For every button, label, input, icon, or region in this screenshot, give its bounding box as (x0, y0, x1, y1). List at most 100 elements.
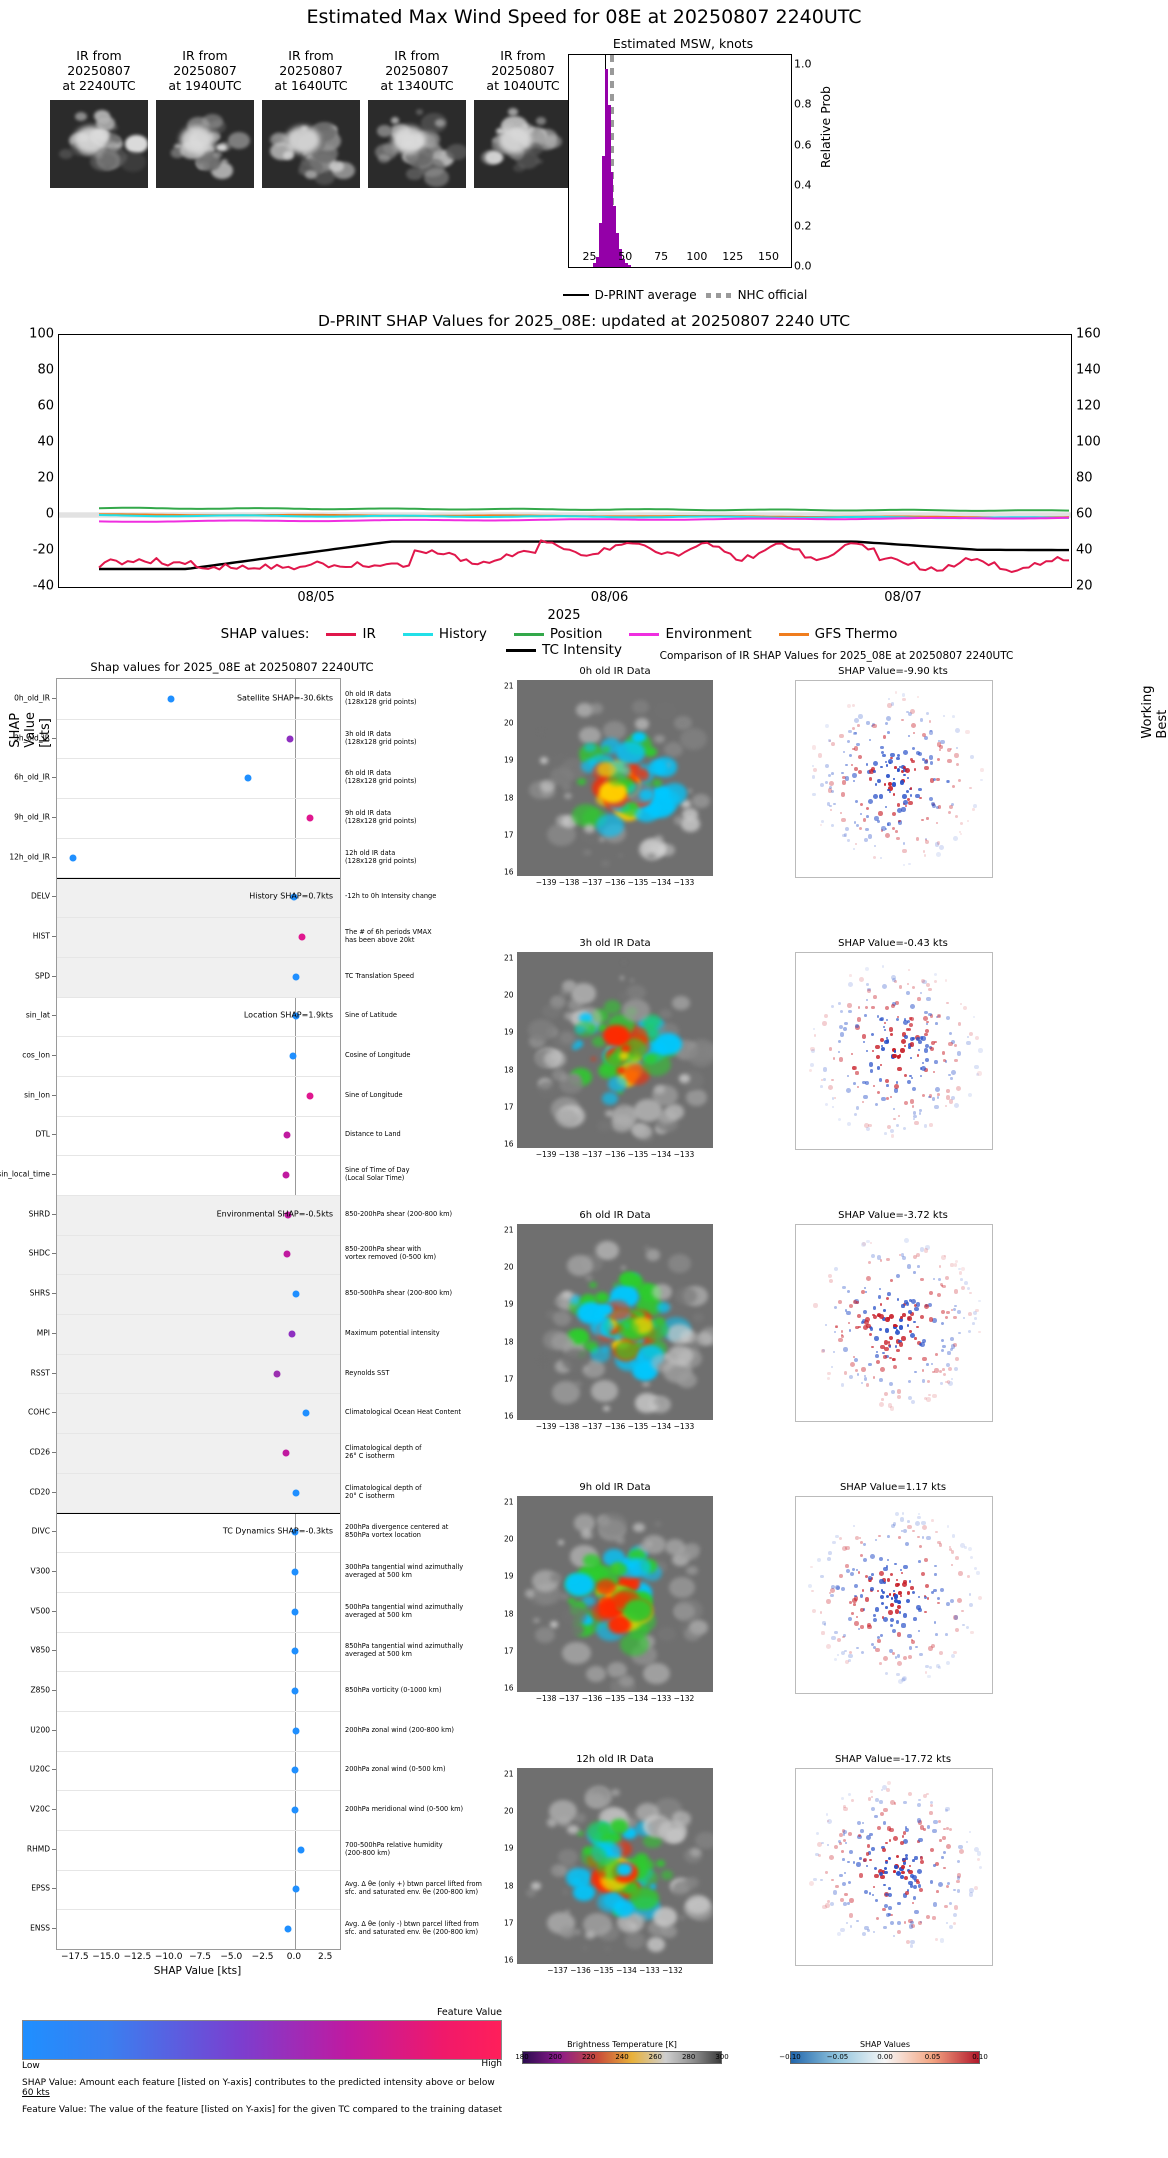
shap-pixel (853, 1355, 856, 1358)
shap-pixel (821, 1020, 827, 1026)
shap-pixel (972, 803, 977, 808)
shap-pixel (890, 1279, 893, 1282)
ir-cloud-blob (642, 1014, 662, 1030)
shap-pixel (932, 1916, 936, 1920)
shap-pixel (885, 1317, 890, 1322)
shap-pixel (939, 1938, 945, 1943)
shap-pixel (930, 1880, 934, 1884)
shap-pixel (850, 1052, 854, 1056)
timeseries-plot-area (58, 334, 1072, 588)
shap-pixel (950, 1377, 954, 1381)
shap-pixel (866, 1239, 870, 1243)
histogram-bar (593, 262, 597, 267)
shap-pixel (886, 1558, 889, 1562)
shap-pixel (882, 1578, 887, 1582)
timeseries-y2-tick-label: 80 (1076, 470, 1093, 486)
ir-cloud-blob (579, 1013, 592, 1023)
shap-pixel (908, 1356, 912, 1361)
shap-pixel (942, 1372, 947, 1377)
ir-cloud-blob (524, 1588, 536, 1598)
shap-pixel (878, 1078, 883, 1082)
shap-pixel (936, 741, 942, 747)
shap-pixel (868, 1061, 874, 1067)
shap-pixel (885, 1039, 890, 1044)
shap-pixel (869, 1858, 872, 1862)
shap-pixel (884, 1860, 888, 1864)
shap-pixel (940, 1321, 944, 1325)
ir-y-tick-label: 19 (504, 1843, 514, 1853)
ir-thumbnail-image (474, 100, 572, 188)
shap-pixel (892, 826, 896, 830)
shap-pixel (921, 1036, 926, 1041)
shap-pixel (904, 1300, 908, 1304)
feature-label: HIST (32, 931, 50, 941)
ir-thumbnail-item: IR from 20250807 at 1040UTC (474, 48, 572, 228)
shap-pixel (817, 1853, 821, 1858)
shap-pixel (845, 826, 850, 832)
shap-pixel (892, 1358, 896, 1362)
shap-pixel (827, 1899, 831, 1903)
shap-pixel (921, 1338, 927, 1344)
ir-cloud-blob (621, 999, 651, 1022)
shap-pixel (875, 1798, 880, 1802)
shap-pixel (880, 1589, 884, 1592)
shap-pixel (917, 1265, 920, 1268)
ir-cloud-blob (668, 1576, 695, 1598)
shap-pixel (859, 803, 863, 807)
shap-pixel (844, 763, 848, 767)
shap-pixel (956, 1889, 961, 1893)
ir-cloud-blob (528, 1019, 555, 1041)
bt-colorbar (522, 2051, 722, 2064)
legend-label: GFS Thermo (814, 626, 898, 642)
shap-pixel (890, 1573, 894, 1577)
shap-pixel (928, 1095, 931, 1098)
row-divider (57, 1591, 340, 1593)
ir-cloud-blob (674, 1287, 698, 1306)
shap-pixel (929, 1801, 933, 1805)
shap-pixel (940, 740, 945, 745)
desc-line: 850hPa tangential wind azimuthally (345, 1642, 464, 1651)
shap-pixel (900, 1316, 904, 1320)
legend-row-1: SHAP values: IR History Position Environment… (58, 626, 1070, 642)
shap-pixel (894, 1083, 900, 1089)
shap-pixel (880, 1874, 886, 1880)
shap-pixel (879, 1800, 883, 1804)
shap-pixel (893, 1934, 896, 1937)
shap-pixel (867, 770, 872, 775)
colorbar-title: Feature Value (436, 2007, 502, 2018)
shap-pixel (941, 1255, 946, 1260)
shap-pixel (967, 1575, 970, 1578)
shap-pixel (920, 1277, 924, 1282)
row-divider (57, 1710, 340, 1712)
shap-pixel (928, 730, 934, 735)
shap-pixel (854, 1535, 859, 1541)
shap-pixel (877, 1639, 881, 1643)
shap-pixel (808, 1068, 813, 1073)
shap-pixel (912, 1320, 916, 1324)
caption-line: at 1640UTC (274, 78, 348, 93)
shap-pixel (882, 735, 887, 739)
bt-colorbar-tick: 200 (548, 2053, 563, 2061)
feature-label: sin_lon (24, 1090, 50, 1100)
ir-cloud-blob (552, 1381, 581, 1404)
ir-y-tick-label: 21 (504, 953, 514, 963)
shap-pixel (943, 1866, 947, 1870)
shap-pixel (837, 1839, 841, 1844)
shap-pixel (890, 756, 893, 760)
shap-dot (302, 1409, 310, 1417)
shap-pixel (967, 1329, 972, 1334)
shap-value-title: SHAP Value=1.17 kts (839, 1482, 947, 1493)
shap-pixel (908, 969, 911, 972)
desc-line: (128x128 grid points) (345, 777, 417, 786)
shap-pixel (907, 1633, 912, 1639)
shap-pixel (810, 1565, 813, 1569)
feature-tick (52, 1531, 56, 1533)
shap-pixel (840, 1650, 845, 1655)
shap-pixel (878, 811, 883, 816)
shap-pixel (874, 1538, 877, 1541)
ir-cloud-blob (610, 1788, 620, 1796)
shap-pixel (920, 1315, 925, 1320)
shap-pixel (906, 710, 910, 714)
shap-pixel (917, 1515, 921, 1520)
shap-pixel (905, 768, 910, 774)
